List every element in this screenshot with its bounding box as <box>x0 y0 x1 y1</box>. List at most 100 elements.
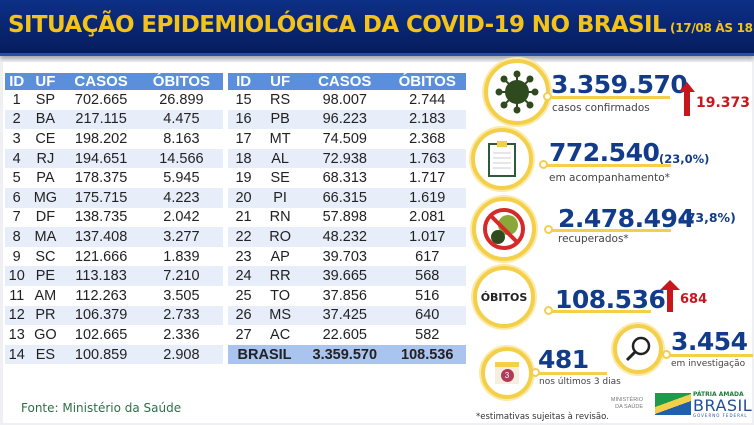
states-table-left: ID UF CASOS ÓBITOS 1 SP 702.665 26.899 2 BA 217.11… <box>5 73 223 365</box>
column-header: ID <box>228 73 260 90</box>
table-cell: 1.839 <box>163 248 200 265</box>
table-row: 20 PI 66.315 1.619 <box>228 187 466 208</box>
table-row: 27 AC 22.605 582 <box>228 325 466 345</box>
table-cell: 4.475 <box>139 109 223 130</box>
table-cell: 2.368 <box>409 130 446 147</box>
table-cell: 57.898 <box>322 209 367 226</box>
table-cell: GO <box>34 326 57 343</box>
deaths-badge: ÓBITOS <box>473 266 535 328</box>
connector-line <box>549 229 671 232</box>
brasil-flag-logo <box>655 393 691 415</box>
table-cell: 138.735 <box>74 209 128 226</box>
table-row: 4 RJ 194.651 14.566 <box>5 148 223 169</box>
table-cell: 25 <box>235 287 252 304</box>
clipboard-icon <box>471 128 533 190</box>
table-cell: SE <box>270 170 290 187</box>
table-cell: 21 <box>235 209 252 226</box>
table-cell: 27 <box>235 326 252 343</box>
table-cell: 19 <box>235 170 252 187</box>
table-cell: 1.619 <box>388 187 466 208</box>
table-cell: 14.566 <box>139 148 223 169</box>
table-cell: 2.908 <box>139 344 223 365</box>
table-cell: SP <box>35 91 56 108</box>
table-row: 1 SP 702.665 26.899 <box>5 90 223 110</box>
table-row: 11 AM 112.263 3.505 <box>5 286 223 306</box>
table-row: 21 RN 57.898 2.081 <box>228 208 466 228</box>
monitoring-pct: (23,0%) <box>659 152 710 166</box>
table-cell: PR <box>28 305 63 326</box>
table-cell: 1.763 <box>388 148 466 169</box>
deaths-increase: 684 <box>680 292 708 307</box>
table-row: 18 AL 72.938 1.763 <box>228 148 466 169</box>
calendar-icon: 3 <box>481 347 533 399</box>
table-row: 25 TO 37.856 516 <box>228 286 466 306</box>
table-cell: 9 <box>12 248 21 265</box>
table-cell: 22.605 <box>322 326 367 343</box>
table-cell: 121.666 <box>74 248 128 265</box>
table-row: 22 RO 48.232 1.017 <box>228 227 466 247</box>
table-cell: 39.703 <box>322 248 367 265</box>
table-cell: 8.163 <box>163 130 200 147</box>
monitoring-label: em acompanhamento* <box>549 172 670 184</box>
recent-label: nos últimos 3 dias <box>539 377 621 387</box>
table-cell: 12 <box>5 305 29 326</box>
table-row: 12 PR 106.379 2.733 <box>5 305 223 326</box>
table-cell: MG <box>28 187 63 208</box>
arrow-up-icon <box>679 82 695 116</box>
table-cell: RN <box>269 209 291 226</box>
table-cell: 11 <box>9 287 25 304</box>
column-header: ÓBITOS <box>139 73 223 90</box>
table-cell: 23 <box>235 248 252 265</box>
column-header: UF <box>259 73 302 90</box>
table-cell: 113.183 <box>62 266 140 286</box>
confirmed-increase: 19.373 <box>696 95 751 111</box>
table-cell: 1.717 <box>409 170 446 187</box>
table-cell: 8 <box>5 227 29 247</box>
table-row: 17 MT 74.509 2.368 <box>228 129 466 149</box>
table-cell: 100.859 <box>62 344 140 365</box>
table-row: 24 RR 39.665 568 <box>228 266 466 286</box>
table-cell: 516 <box>415 287 440 304</box>
table-cell: 6 <box>5 187 29 208</box>
table-cell: MS <box>259 305 302 326</box>
table-cell: 3 <box>12 130 21 147</box>
table-cell: 37.856 <box>322 287 367 304</box>
table-cell: 72.938 <box>301 148 389 169</box>
column-header: CASOS <box>62 73 140 90</box>
table-row: 19 SE 68.313 1.717 <box>228 168 466 188</box>
table-cell: PB <box>259 109 302 130</box>
table-row: 14 ES 100.859 2.908 <box>5 344 223 365</box>
table-cell: 2.336 <box>163 326 200 343</box>
table-cell: 4.223 <box>139 187 223 208</box>
table-cell: 568 <box>388 266 466 286</box>
table-cell: PA <box>36 170 55 187</box>
magnifier-icon <box>613 324 663 374</box>
connector-line <box>667 354 753 357</box>
connector-dot <box>544 225 553 234</box>
table-cell: 194.651 <box>62 148 140 169</box>
table-cell: PE <box>28 266 63 286</box>
calendar-day: 3 <box>500 369 514 382</box>
table-cell: 137.408 <box>62 227 140 247</box>
table-cell: 702.665 <box>74 91 128 108</box>
table-cell: 20 <box>228 187 260 208</box>
total-obitos: 108.536 <box>388 344 466 365</box>
table-cell: AP <box>270 248 290 265</box>
table-cell: 106.379 <box>62 305 140 326</box>
connector-line <box>548 96 670 99</box>
table-row: 23 AP 39.703 617 <box>228 247 466 267</box>
connector-line <box>543 164 671 167</box>
table-cell: 3.277 <box>139 227 223 247</box>
table-cell: 617 <box>415 248 440 265</box>
connector-dot <box>544 306 553 315</box>
table-cell: 98.007 <box>322 91 367 108</box>
timestamp: (17/08 ÀS 18:30H) <box>670 21 754 35</box>
table-cell: 2.081 <box>409 209 446 226</box>
connector-dot <box>543 92 552 101</box>
page-title: SITUAÇÃO EPIDEMIOLÓGICA DA COVID-19 NO B… <box>8 12 754 38</box>
table-cell: MT <box>269 130 291 147</box>
source-text: Fonte: Ministério da Saúde <box>21 401 182 415</box>
table-cell: BA <box>28 109 63 130</box>
table-cell: 582 <box>415 326 440 343</box>
table-cell: ES <box>28 344 63 365</box>
